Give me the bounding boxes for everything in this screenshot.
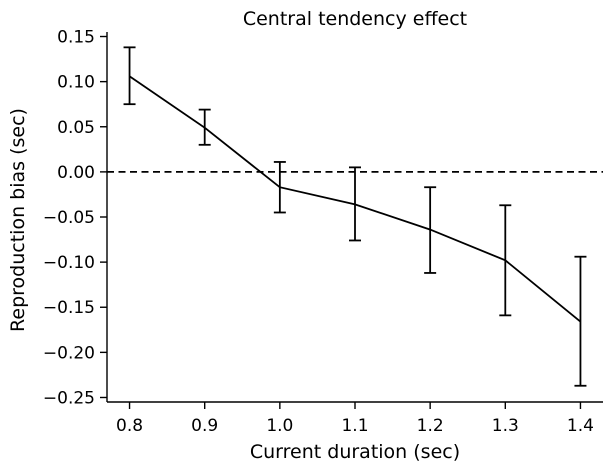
y-tick-label: −0.15 [43,298,95,318]
plot-area [107,47,603,385]
x-tick-label: 1.4 [567,416,594,436]
axes: 0.15 0.10 0.05 0.00 −0.05 −0.10 −0.15 −0.20 −0.2… [43,28,603,436]
x-tick-label: 1.3 [492,416,519,436]
x-tick-label: 1.1 [341,416,368,436]
x-tick-label: 0.8 [116,416,143,436]
y-tick-label: −0.20 [43,343,95,363]
y-tick-label: −0.25 [43,388,95,408]
x-tick-label: 0.9 [191,416,218,436]
chart-title: Central tendency effect [243,8,467,30]
y-tick-label: 0.10 [57,73,95,93]
y-tick-label: 0.05 [57,118,95,138]
y-tick-label: 0.15 [57,28,95,48]
x-tick-label: 1.2 [417,416,444,436]
y-tick-label: −0.05 [43,208,95,228]
y-tick-label: 0.00 [57,163,95,183]
y-tick-label: −0.10 [43,253,95,273]
y-axis-label: Reproduction bias (sec) [7,108,29,332]
x-axis-label: Current duration (sec) [250,441,460,463]
x-tick-label: 1.0 [266,416,293,436]
